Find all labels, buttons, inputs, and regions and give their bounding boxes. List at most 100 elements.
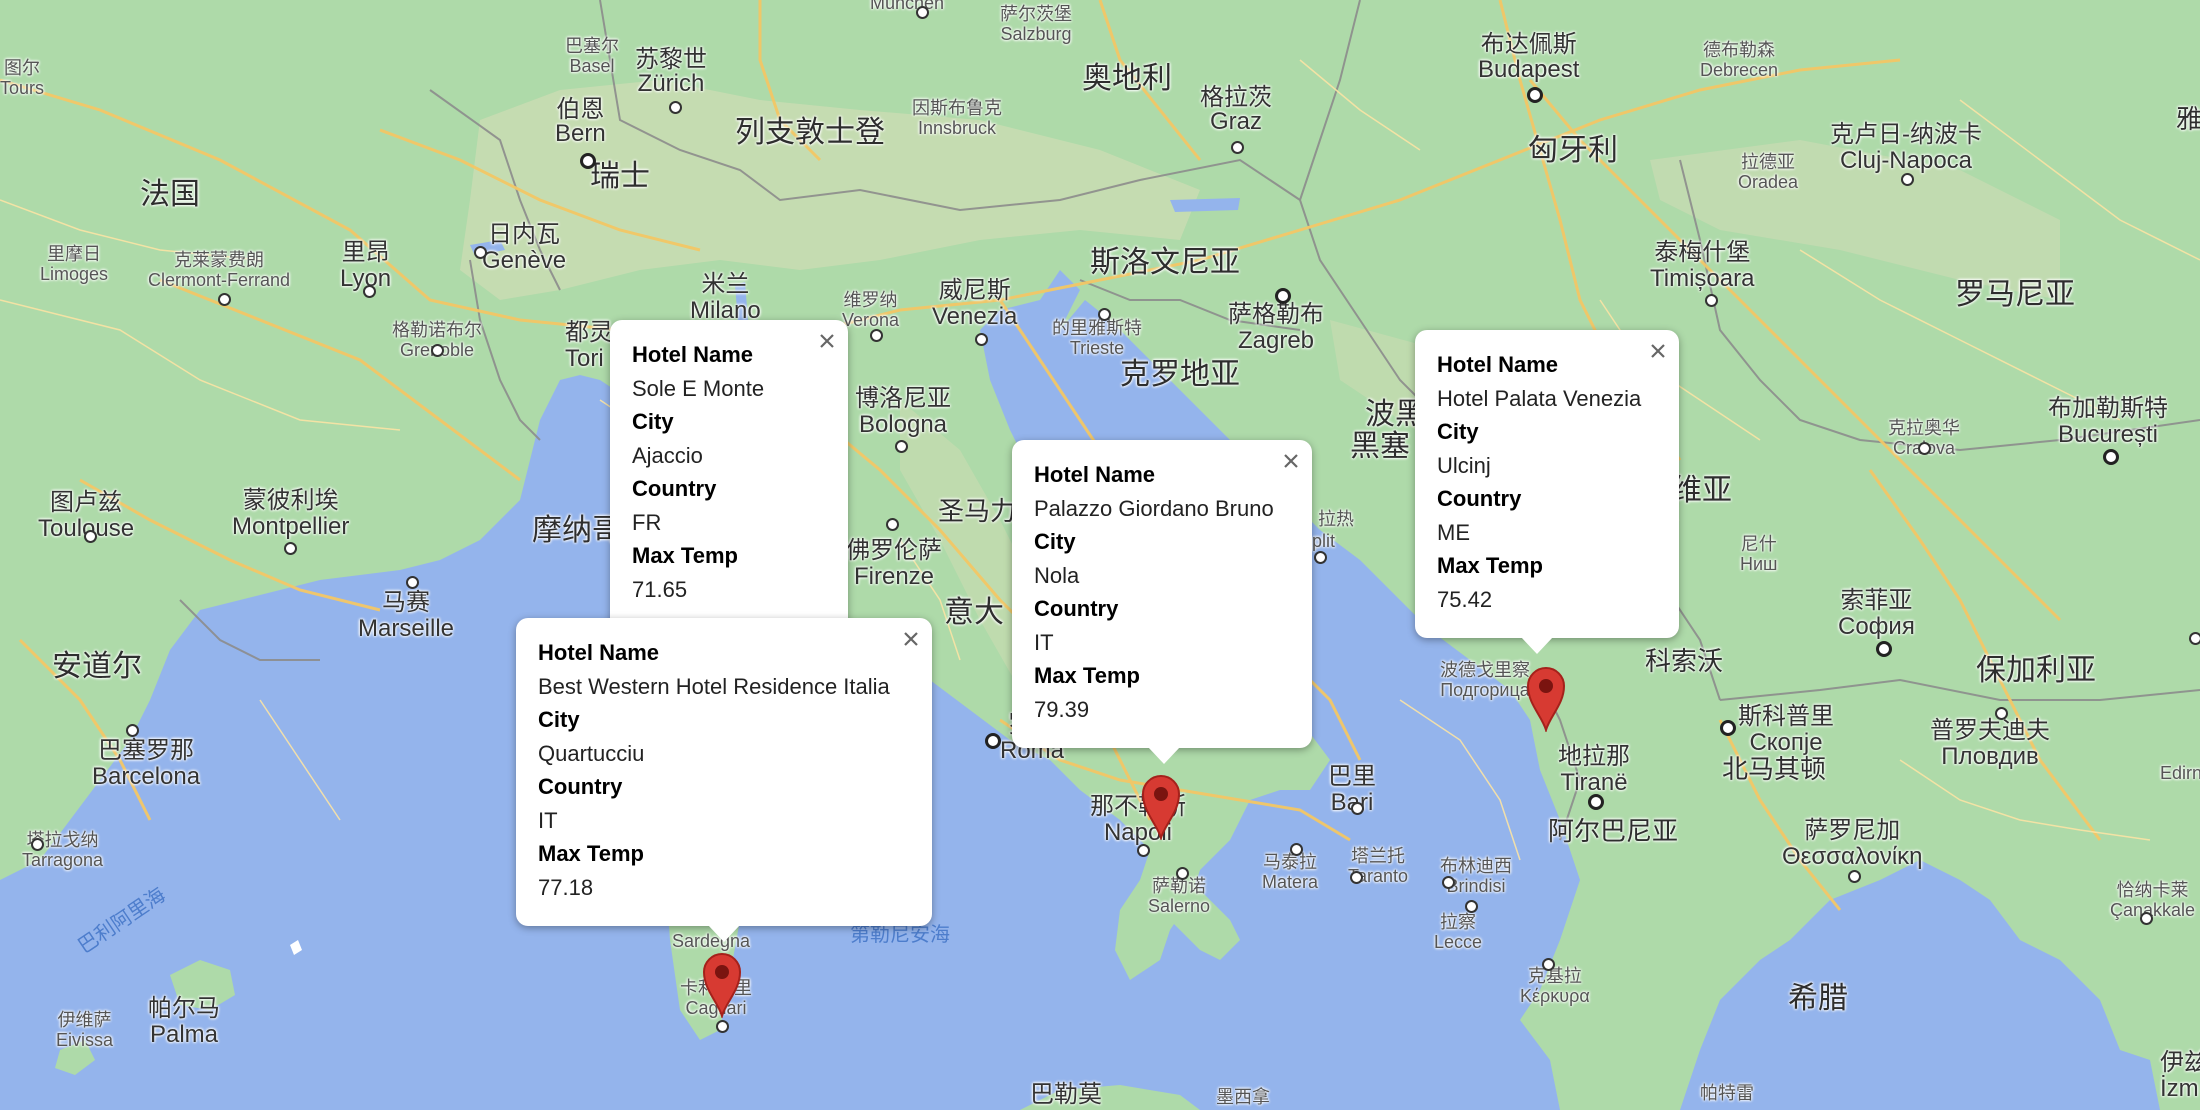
label-monaco: 摩纳哥 bbox=[532, 514, 622, 547]
infowindow-quartucciu: Hotel Name Best Western Hotel Residence … bbox=[516, 618, 932, 942]
close-icon[interactable] bbox=[1647, 338, 1669, 360]
label-timisoara: 泰梅什堡 Timișoara bbox=[1650, 239, 1755, 292]
label-serbia: 维亚 bbox=[1672, 474, 1732, 507]
label-bologna: 博洛尼亚 Bologna bbox=[855, 385, 951, 438]
city-dot bbox=[1350, 871, 1363, 884]
label-liechtenstein: 列支敦士登 bbox=[735, 116, 885, 149]
label-marseille: 马赛 Marseille bbox=[358, 589, 455, 642]
city-dot bbox=[1351, 802, 1364, 815]
infowindow-tail bbox=[1148, 747, 1180, 764]
city-dot bbox=[84, 530, 97, 543]
city-label: City bbox=[632, 409, 674, 434]
label-slovenia: 斯洛文尼亚 bbox=[1090, 246, 1240, 279]
close-icon[interactable] bbox=[900, 626, 922, 648]
label-innsbruck: 因斯布鲁克 Innsbruck bbox=[912, 98, 1002, 138]
capital-dot bbox=[1275, 288, 1291, 304]
label-torino: 都灵 Tori bbox=[565, 319, 613, 372]
infowindow-tail bbox=[1521, 637, 1553, 654]
city-value: Ajaccio bbox=[632, 442, 703, 468]
label-montenegro: 黑塞 bbox=[1350, 430, 1410, 463]
country-label: Country bbox=[538, 774, 623, 799]
city-dot bbox=[1231, 141, 1244, 154]
alps-shading bbox=[460, 80, 1200, 300]
hotel-name-label: Hotel Name bbox=[632, 342, 754, 367]
label-matera: 马泰拉 Matera bbox=[1262, 852, 1319, 892]
capital-dot bbox=[1720, 720, 1736, 736]
city-dot bbox=[1176, 867, 1189, 880]
city-dot bbox=[886, 518, 899, 531]
label-france: 法国 bbox=[140, 178, 200, 211]
label-brindisi: 布林迪西 Brindisi bbox=[1440, 856, 1512, 896]
label-cluj: 克卢日-纳波卡 Cluj-Napoca bbox=[1830, 121, 1982, 174]
label-greece: 希腊 bbox=[1788, 982, 1848, 1015]
label-sarajevo: 拉热 bbox=[1318, 509, 1354, 529]
city-dot bbox=[1442, 876, 1455, 889]
city-dot bbox=[1901, 173, 1914, 186]
city-dot bbox=[474, 246, 487, 259]
label-eivissa: 伊维萨 Eivissa bbox=[56, 1010, 114, 1050]
label-oradea: 拉德亚 Oradea bbox=[1738, 152, 1799, 192]
city-dot bbox=[1290, 843, 1303, 856]
label-lyon: 里昂 Lyon bbox=[340, 239, 392, 292]
label-palma: 帕尔马 Palma bbox=[148, 995, 220, 1048]
label-sofia: 索菲亚 София bbox=[1838, 587, 1915, 640]
label-salerno: 萨勒诺 Salerno bbox=[1148, 876, 1211, 916]
city-dot bbox=[1848, 870, 1861, 883]
label-taranto: 塔兰托 Taranto bbox=[1348, 846, 1409, 886]
label-geneva: 日内瓦 Genève bbox=[482, 221, 567, 274]
map-marker-ulcinj[interactable] bbox=[1522, 660, 1570, 732]
country-value: FR bbox=[632, 509, 662, 535]
label-graz: 格拉茨 Graz bbox=[1200, 84, 1272, 135]
city-dot bbox=[126, 724, 139, 737]
city-dot bbox=[1995, 707, 2008, 720]
city-label: City bbox=[1034, 529, 1076, 554]
label-albania: 阿尔巴尼亚 bbox=[1548, 816, 1679, 846]
max-temp-label: Max Temp bbox=[1437, 553, 1543, 578]
city-dot bbox=[916, 6, 929, 19]
hotel-name-value: Best Western Hotel Residence Italia bbox=[538, 673, 890, 699]
city-dot bbox=[975, 333, 988, 346]
city-dot bbox=[406, 576, 419, 589]
close-icon[interactable] bbox=[816, 328, 838, 350]
label-thessaloniki: 萨罗尼加 Θεσσαλονίκη bbox=[1782, 817, 1923, 870]
hotel-name-label: Hotel Name bbox=[1437, 352, 1559, 377]
label-munich: München bbox=[870, 0, 945, 13]
map-marker-nola[interactable] bbox=[1137, 768, 1185, 840]
max-temp-value: 75.42 bbox=[1437, 586, 1493, 612]
city-label: City bbox=[538, 707, 580, 732]
max-temp-value: 77.18 bbox=[538, 874, 594, 900]
capital-dot bbox=[2103, 449, 2119, 465]
label-firenze: 佛罗伦萨 Firenze bbox=[846, 537, 942, 590]
label-lecce: 拉察 Lecce bbox=[1434, 912, 1483, 952]
label-clermont: 克莱蒙费朗 Clermont-Ferrand bbox=[148, 250, 291, 290]
label-milano: 米兰 Milano bbox=[690, 271, 761, 324]
label-austria: 奥地利 bbox=[1082, 62, 1172, 95]
infowindow-ajaccio: Hotel Name Sole E Monte City Ajaccio Cou… bbox=[610, 320, 848, 656]
city-dot bbox=[31, 838, 44, 851]
city-dot bbox=[1918, 442, 1931, 455]
hotel-name-label: Hotel Name bbox=[538, 640, 660, 665]
label-edirne: Edirn bbox=[2160, 763, 2200, 783]
label-barcelona: 巴塞罗那 Barcelona bbox=[92, 737, 201, 790]
city-value: Ulcinj bbox=[1437, 452, 1491, 478]
label-canakkale: 恰纳卡莱 Çanakkale bbox=[2110, 880, 2196, 920]
hotel-name-label: Hotel Name bbox=[1034, 462, 1156, 487]
infowindow-nola: Hotel Name Palazzo Giordano Bruno City N… bbox=[1012, 440, 1312, 764]
label-tarragona: 塔拉戈纳 Tarragona bbox=[22, 830, 104, 870]
label-zurich: 苏黎世 Zürich bbox=[635, 46, 707, 97]
label-switzerland: 瑞士 bbox=[590, 160, 650, 193]
city-dot bbox=[2140, 912, 2153, 925]
label-bulgaria: 保加利亚 bbox=[1976, 654, 2096, 687]
label-skopje: 斯科普里 Скопје bbox=[1738, 703, 1834, 756]
city-dot bbox=[1314, 551, 1327, 564]
country-value: IT bbox=[538, 807, 558, 833]
city-dot bbox=[1705, 294, 1718, 307]
close-icon[interactable] bbox=[1280, 448, 1302, 470]
label-nis: 尼什 Ниш bbox=[1740, 534, 1778, 574]
city-dot bbox=[669, 101, 682, 114]
label-bern: 伯恩 Bern bbox=[555, 96, 606, 147]
infowindow-tail bbox=[708, 925, 740, 942]
max-temp-label: Max Temp bbox=[538, 841, 644, 866]
map-marker-quartucciu[interactable] bbox=[698, 946, 746, 1018]
